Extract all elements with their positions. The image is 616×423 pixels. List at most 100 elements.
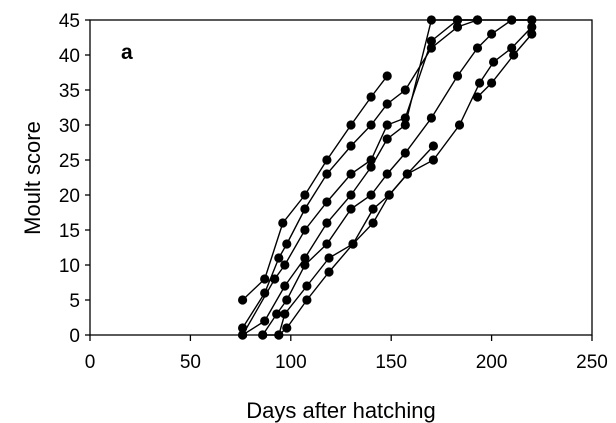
- data-point: [527, 22, 537, 32]
- data-point: [302, 295, 312, 305]
- y-tick-label: 45: [59, 11, 80, 32]
- data-point: [270, 274, 280, 284]
- data-point: [400, 85, 410, 95]
- data-point: [452, 15, 463, 25]
- data-point: [280, 281, 290, 291]
- data-point: [382, 120, 392, 130]
- y-tick-label: 0: [69, 326, 80, 347]
- x-axis-title: Days after hatching: [246, 398, 436, 423]
- data-point: [382, 99, 392, 109]
- data-point: [324, 253, 334, 263]
- data-point: [322, 169, 332, 179]
- data-point: [300, 253, 310, 263]
- data-point: [322, 239, 332, 249]
- data-point: [324, 267, 334, 277]
- data-point: [366, 190, 376, 200]
- series-line: [477, 33, 533, 98]
- data-point: [382, 71, 392, 81]
- y-tick-label: 5: [69, 291, 80, 312]
- y-tick-label: 25: [59, 151, 80, 172]
- y-tick-label: 40: [59, 46, 80, 67]
- x-tick-label: 100: [275, 352, 307, 373]
- series-8: [472, 29, 537, 102]
- data-point: [302, 281, 312, 291]
- data-point: [452, 22, 463, 32]
- data-point: [489, 57, 499, 67]
- series-2: [238, 15, 483, 333]
- data-point: [272, 309, 282, 319]
- data-point: [300, 260, 310, 270]
- series-1: [238, 71, 392, 305]
- data-point: [475, 78, 485, 88]
- data-point: [322, 197, 332, 207]
- data-point: [487, 29, 497, 39]
- data-point: [282, 239, 292, 249]
- data-point: [368, 204, 378, 214]
- data-point: [346, 141, 356, 151]
- data-point: [260, 316, 270, 326]
- x-tick-label: 150: [375, 352, 407, 373]
- data-point: [282, 323, 292, 333]
- data-point: [258, 330, 268, 340]
- data-point: [452, 71, 463, 81]
- data-point: [348, 239, 358, 249]
- panel-label: a: [121, 41, 133, 64]
- data-point: [426, 36, 436, 46]
- data-point: [260, 274, 270, 284]
- data-point: [366, 162, 376, 172]
- data-point: [402, 169, 412, 179]
- data-point: [346, 190, 356, 200]
- data-point: [238, 330, 248, 340]
- series-3: [238, 15, 483, 340]
- data-point: [400, 148, 410, 158]
- data-point: [472, 43, 483, 53]
- data-point: [527, 29, 537, 39]
- data-point: [382, 134, 392, 144]
- plot-frame: [89, 19, 593, 336]
- series-layer: [238, 15, 537, 340]
- data-point: [346, 204, 356, 214]
- data-point: [238, 295, 248, 305]
- x-tick-label: 200: [476, 352, 508, 373]
- data-point: [507, 43, 517, 53]
- y-tick-label: 30: [59, 116, 80, 137]
- data-point: [300, 190, 310, 200]
- data-point: [368, 218, 378, 228]
- data-point: [322, 155, 332, 165]
- data-point: [428, 141, 438, 151]
- data-point: [260, 288, 270, 298]
- series-line: [242, 75, 388, 301]
- data-point: [274, 253, 284, 263]
- data-point: [428, 155, 438, 165]
- y-axis-title: Moult score: [20, 121, 45, 235]
- x-tick-label: 250: [576, 352, 608, 373]
- y-tick-label: 20: [59, 186, 80, 207]
- data-point: [322, 218, 332, 228]
- series-line: [241, 19, 478, 336]
- data-point: [300, 204, 310, 214]
- data-point: [346, 169, 356, 179]
- data-point: [282, 295, 292, 305]
- data-point: [509, 50, 519, 60]
- data-point: [280, 260, 290, 270]
- data-point: [507, 15, 517, 25]
- data-point: [472, 15, 483, 25]
- data-point: [280, 309, 290, 319]
- data-point: [384, 190, 394, 200]
- y-tick-label: 15: [59, 221, 80, 242]
- data-point: [426, 15, 436, 25]
- data-point: [426, 113, 436, 123]
- x-tick-label: 50: [180, 352, 201, 373]
- data-point: [382, 169, 392, 179]
- axes: 0 5 10 15 20 25 30 35 40 45 0 50 100 150 200 250: [59, 11, 608, 373]
- data-point: [278, 218, 288, 228]
- series-7: [274, 22, 537, 340]
- data-point: [400, 120, 410, 130]
- y-tick-label: 10: [59, 256, 80, 277]
- data-point: [366, 92, 376, 102]
- data-point: [346, 120, 356, 130]
- data-point: [454, 120, 465, 130]
- data-point: [472, 92, 483, 102]
